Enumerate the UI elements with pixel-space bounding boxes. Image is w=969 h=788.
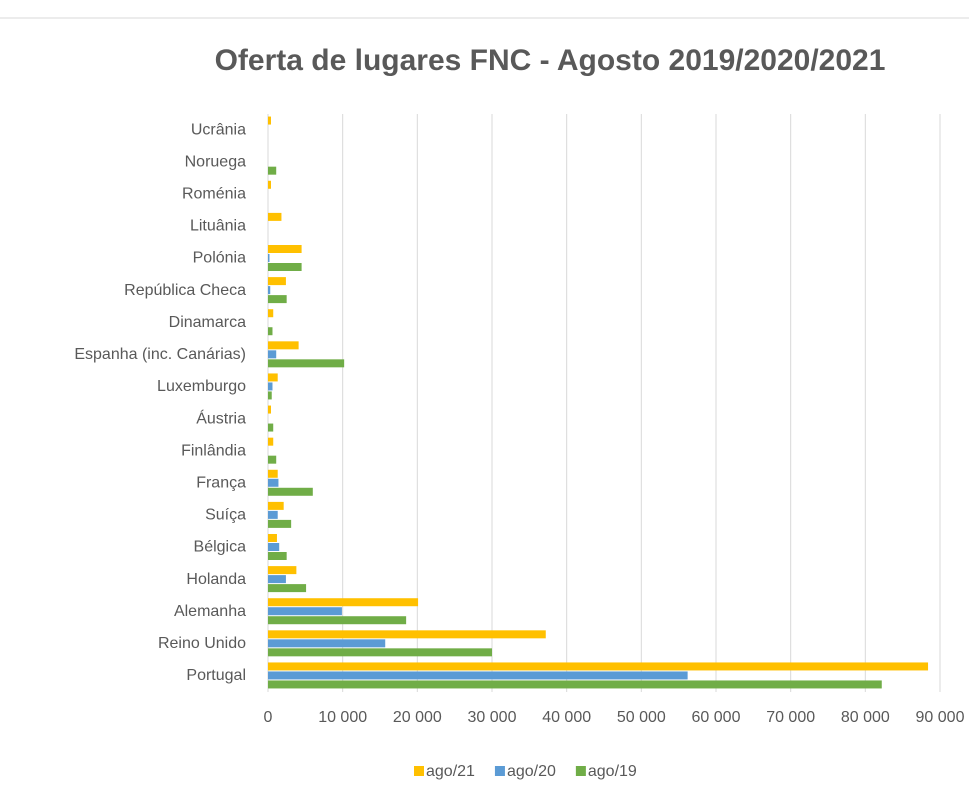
y-tick-label: Bélgica xyxy=(194,539,247,556)
bar xyxy=(268,519,292,528)
bar xyxy=(268,598,419,607)
bar xyxy=(268,630,546,639)
x-tick-label: 40 000 xyxy=(542,709,591,726)
bar xyxy=(268,245,302,253)
bar xyxy=(268,180,271,189)
bar xyxy=(268,671,688,680)
bar xyxy=(268,648,492,657)
bar xyxy=(268,212,282,221)
bar xyxy=(268,254,270,262)
bar xyxy=(268,680,882,689)
y-tick-label: França xyxy=(196,474,246,491)
bar xyxy=(268,607,342,616)
bar xyxy=(268,566,297,575)
y-tick-label: Lituânia xyxy=(190,218,246,235)
y-tick-label: República Checa xyxy=(124,282,246,299)
legend-swatch xyxy=(414,766,424,776)
legend-label: ago/21 xyxy=(426,763,475,780)
bar xyxy=(268,350,277,359)
y-tick-label: Luxemburgo xyxy=(157,378,246,395)
x-tick-label: 70 000 xyxy=(766,709,815,726)
y-tick-label: Áustria xyxy=(196,408,246,427)
bar xyxy=(268,510,278,519)
bar xyxy=(268,455,277,464)
bar xyxy=(268,373,278,382)
bar xyxy=(268,263,302,271)
y-tick-label: Polónia xyxy=(193,250,246,267)
y-tick-label: Holanda xyxy=(186,571,246,588)
y-tick-label: Roménia xyxy=(182,185,246,202)
x-tick-label: 0 xyxy=(264,709,273,726)
bar xyxy=(268,575,286,584)
bar xyxy=(268,478,279,487)
x-tick-label: 20 000 xyxy=(393,709,442,726)
y-tick-label: Ucrânia xyxy=(191,121,246,138)
legend-swatch xyxy=(575,766,586,776)
bar xyxy=(268,534,277,542)
y-tick-label: Alemanha xyxy=(174,603,246,620)
x-tick-label: 10 000 xyxy=(318,709,367,726)
bar xyxy=(268,423,274,432)
x-tick-label: 80 000 xyxy=(841,709,890,726)
bar xyxy=(268,277,286,286)
bar xyxy=(268,359,345,368)
bar xyxy=(268,391,272,400)
x-tick-label: 30 000 xyxy=(468,709,517,726)
bar xyxy=(268,487,313,496)
x-tick-label: 50 000 xyxy=(617,709,666,726)
bar xyxy=(268,309,274,318)
bar xyxy=(268,295,287,304)
bar xyxy=(268,469,278,478)
y-tick-label: Noruega xyxy=(185,153,246,170)
y-tick-label: Dinamarca xyxy=(169,314,246,331)
y-tick-label: Portugal xyxy=(186,667,246,684)
y-tick-label: Reino Unido xyxy=(158,635,246,652)
bar xyxy=(268,437,274,446)
bar xyxy=(268,405,271,414)
bar xyxy=(268,616,407,625)
bar xyxy=(268,166,277,175)
y-tick-label: Espanha (inc. Canárias) xyxy=(74,346,246,363)
bar xyxy=(268,584,307,593)
bar xyxy=(268,116,271,125)
chart-title: Oferta de lugares FNC - Agosto 2019/2020… xyxy=(215,44,886,77)
y-tick-label: Finlândia xyxy=(181,442,246,459)
legend-label: ago/20 xyxy=(507,763,556,780)
bar xyxy=(268,639,386,648)
x-tick-label: 90 000 xyxy=(916,709,965,726)
bar xyxy=(268,382,273,391)
bar xyxy=(268,543,280,551)
bar xyxy=(268,341,299,350)
x-tick-label: 60 000 xyxy=(692,709,741,726)
y-tick-label: Suíça xyxy=(205,507,246,524)
bar xyxy=(268,552,287,560)
legend-swatch xyxy=(494,766,505,776)
bar xyxy=(268,286,271,295)
bar xyxy=(268,662,929,671)
legend-label: ago/19 xyxy=(588,763,637,780)
bar xyxy=(268,327,273,336)
bar xyxy=(268,501,284,510)
